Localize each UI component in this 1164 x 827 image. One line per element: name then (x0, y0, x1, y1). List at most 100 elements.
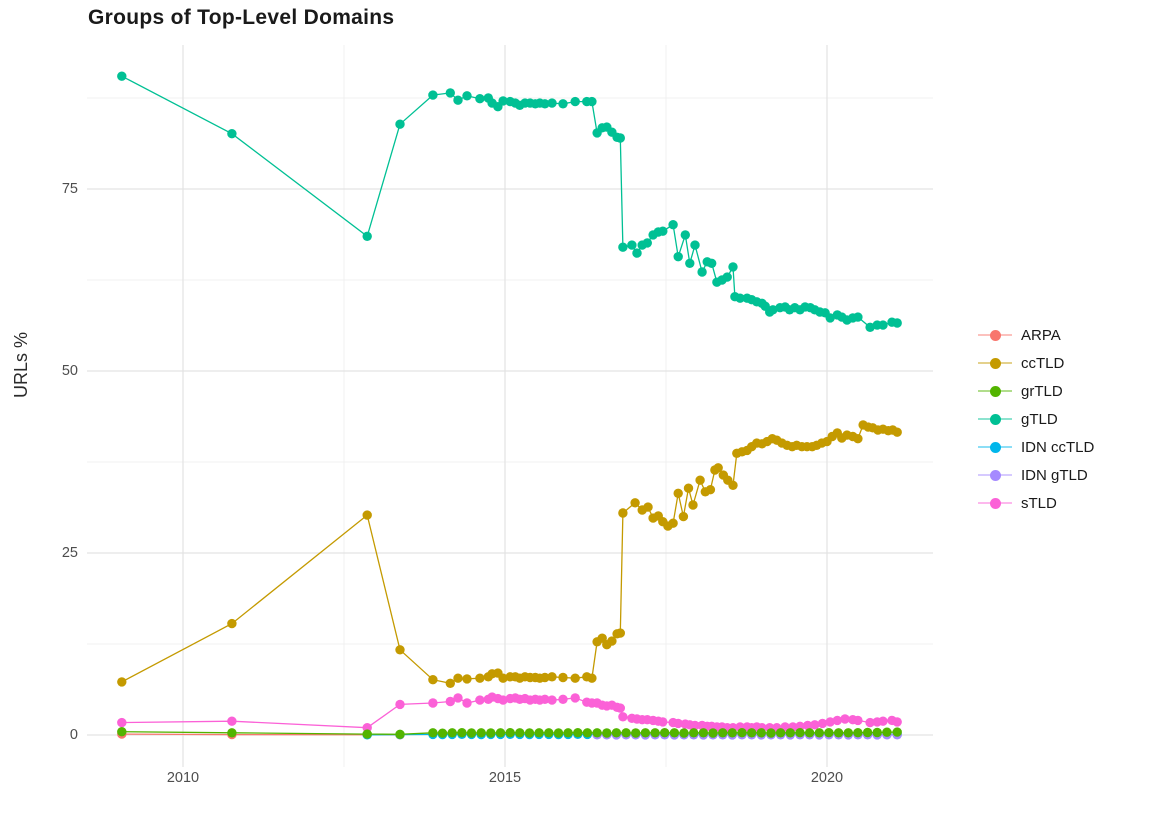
data-point (658, 717, 668, 727)
data-point (395, 699, 405, 710)
data-point (447, 728, 457, 738)
legend-key-dot (989, 497, 1001, 509)
data-point (495, 728, 506, 738)
data-point (832, 715, 842, 726)
data-point (540, 672, 550, 683)
data-point (547, 695, 557, 705)
data-point (853, 434, 863, 444)
data-point (872, 727, 882, 738)
data-point (597, 633, 607, 643)
data-point (558, 694, 568, 704)
y-tick-label: 50 (61, 363, 78, 379)
data-point (685, 258, 695, 268)
data-point (707, 258, 717, 268)
data-point (117, 71, 127, 81)
page-title: Groups of Top-Level Domains (88, 6, 395, 29)
data-point (785, 728, 795, 738)
legend-key-dot (989, 329, 1001, 341)
data-point (853, 728, 863, 738)
data-point (640, 728, 651, 738)
data-point (878, 716, 888, 726)
data-point (437, 728, 448, 738)
y-tick-label: 75 (61, 181, 78, 197)
legend-item-idn-gtld: IDN gTLD (978, 461, 1094, 489)
data-point (668, 518, 678, 528)
data-point (544, 728, 554, 738)
x-tick-label: 2015 (488, 770, 522, 786)
data-point (615, 628, 625, 638)
data-point (498, 673, 508, 683)
data-point (618, 712, 628, 722)
data-point (540, 694, 550, 704)
data-point (853, 312, 863, 322)
data-point (643, 502, 653, 512)
data-point (428, 728, 438, 738)
data-point (453, 95, 463, 105)
data-point (558, 99, 568, 109)
data-point (587, 673, 597, 683)
data-point (592, 728, 602, 738)
data-point (722, 272, 732, 282)
legend-key-icon (978, 377, 1012, 405)
legend-key-icon (978, 405, 1012, 433)
data-point (570, 673, 580, 683)
data-point (547, 98, 557, 108)
data-point (673, 252, 683, 262)
data-point (892, 727, 902, 737)
data-point (632, 248, 642, 258)
data-point (878, 320, 888, 330)
data-point (505, 728, 515, 738)
data-point (689, 728, 699, 738)
data-point (825, 717, 835, 727)
legend-item-idn-cctld: IDN ccTLD (978, 433, 1094, 461)
data-point (862, 727, 873, 738)
legend-item-grtld: grTLD (978, 377, 1094, 405)
data-point (534, 728, 544, 738)
data-point (775, 728, 786, 738)
data-point (498, 695, 508, 705)
data-point (486, 728, 496, 738)
data-point (362, 231, 372, 241)
data-point (524, 728, 535, 738)
legend-key-dot (989, 441, 1001, 453)
data-point (573, 728, 583, 738)
legend-item-stld: sTLD (978, 489, 1094, 517)
data-point (650, 728, 660, 738)
data-point (737, 728, 747, 738)
series-grtld (117, 727, 902, 739)
data-point (690, 720, 700, 731)
data-point (882, 727, 892, 737)
data-point (547, 672, 557, 682)
data-point (453, 673, 463, 683)
data-point (660, 728, 670, 738)
legend-key-icon (978, 461, 1012, 489)
legend-key-icon (978, 433, 1012, 461)
data-point (843, 728, 853, 738)
data-point (428, 675, 438, 685)
series-stld (117, 692, 902, 733)
data-point (679, 728, 689, 738)
data-point (683, 483, 694, 493)
data-point (428, 90, 438, 100)
data-point (475, 94, 485, 104)
data-point (466, 728, 477, 738)
legend-label: sTLD (1021, 494, 1057, 512)
data-point (395, 729, 405, 739)
data-point (718, 728, 728, 738)
data-point (227, 728, 237, 738)
data-point (735, 293, 745, 303)
y-tick-label: 25 (61, 545, 78, 561)
data-point (708, 728, 718, 738)
data-point (445, 696, 455, 707)
legend-key-dot (989, 413, 1001, 425)
data-point (713, 463, 723, 473)
data-point (602, 728, 612, 738)
data-point (475, 695, 485, 705)
data-point (804, 728, 815, 738)
data-point (453, 693, 463, 703)
data-point (621, 728, 631, 738)
data-point (570, 96, 580, 107)
data-point (630, 498, 640, 508)
data-point (688, 500, 698, 510)
